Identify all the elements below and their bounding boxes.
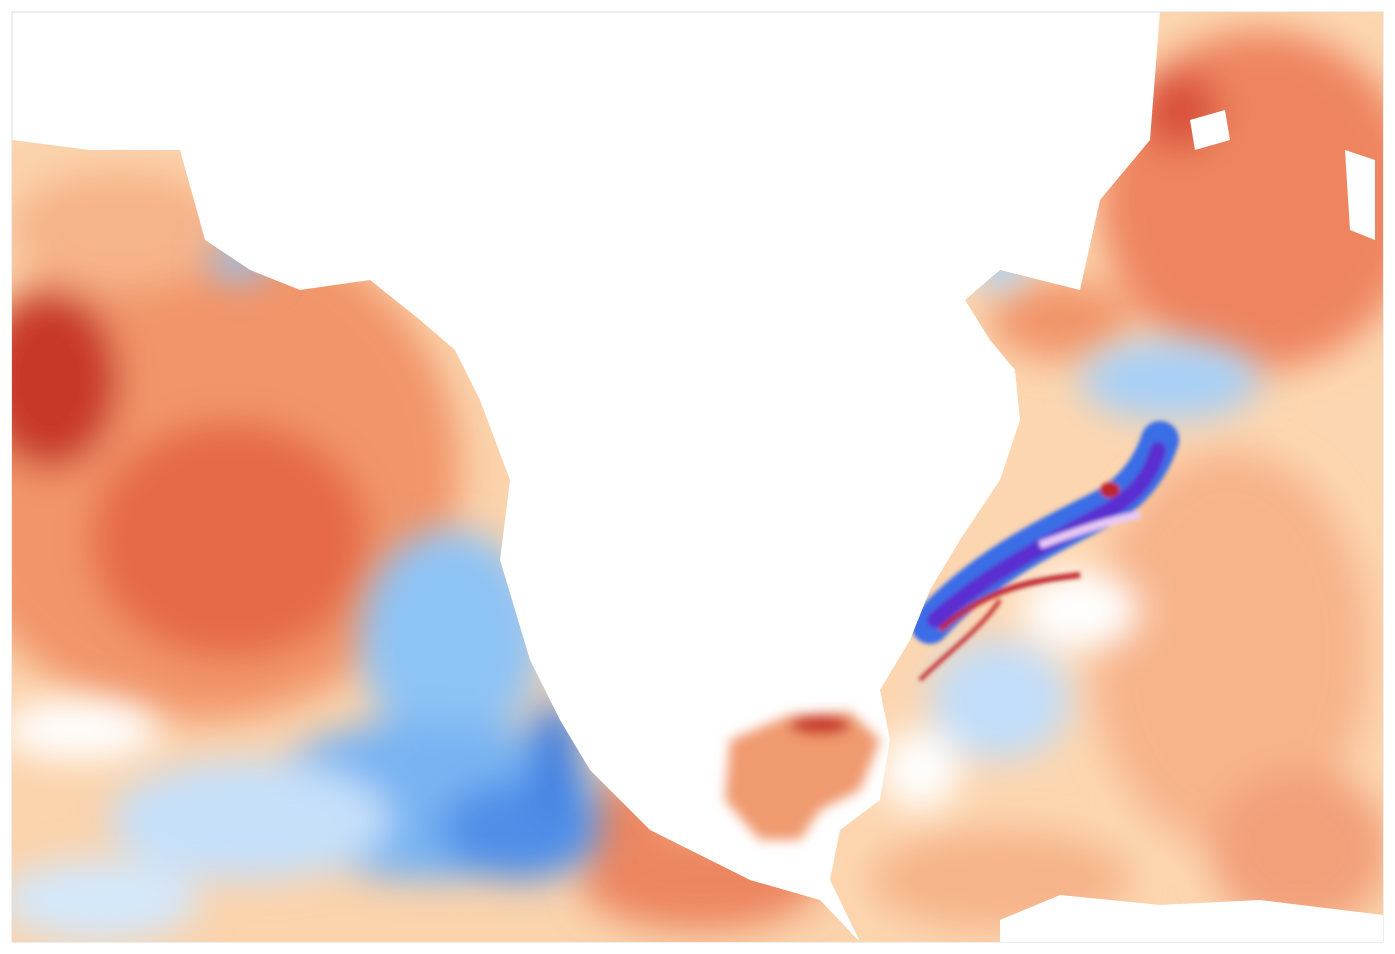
land bbox=[1345, 150, 1375, 240]
warm-patches bbox=[12, 170, 820, 930]
gulf-stream bbox=[902, 421, 1179, 682]
gulf-of-mexico bbox=[725, 712, 880, 840]
warm-patches bbox=[870, 30, 1383, 930]
land bbox=[1000, 895, 1383, 942]
land bbox=[1190, 110, 1230, 150]
cool-patches bbox=[12, 240, 600, 940]
